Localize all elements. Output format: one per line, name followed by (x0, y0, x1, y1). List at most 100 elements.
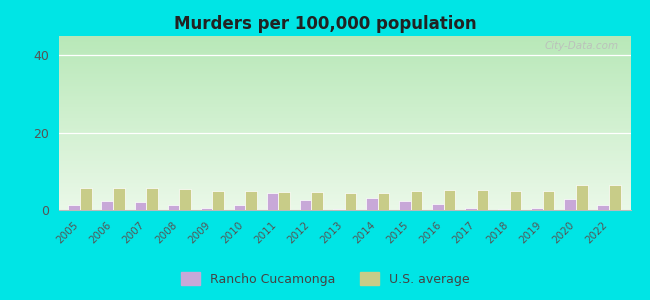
Bar (58, 180, 630, 181)
Bar (58, 95, 630, 96)
Bar (58, 104, 630, 105)
Legend: Rancho Cucamonga, U.S. average: Rancho Cucamonga, U.S. average (176, 267, 474, 291)
Bar (58, 54, 630, 55)
Bar (58, 87, 630, 88)
Bar (58, 138, 630, 139)
Bar (58, 116, 630, 117)
Bar (58, 91, 630, 92)
Bar (58, 153, 630, 154)
Bar (58, 88, 630, 89)
Bar (58, 110, 630, 111)
Bar (58, 194, 630, 195)
Bar (58, 164, 630, 165)
Bar (58, 182, 630, 183)
Bar (58, 90, 630, 91)
Bar (58, 209, 630, 210)
Bar (58, 181, 630, 182)
Bar (58, 202, 630, 203)
Bar (58, 208, 630, 209)
Bar (432, 204, 444, 210)
Bar (300, 200, 311, 210)
Bar (58, 102, 630, 103)
Bar (266, 193, 278, 210)
Bar (499, 209, 510, 210)
Bar (58, 60, 630, 61)
Bar (58, 52, 630, 53)
Bar (58, 97, 630, 98)
Bar (58, 108, 630, 109)
Bar (444, 190, 455, 210)
Bar (58, 92, 630, 93)
Bar (58, 190, 630, 191)
Bar (576, 185, 588, 210)
Bar (58, 46, 630, 47)
Bar (58, 40, 630, 41)
Bar (58, 206, 630, 207)
Bar (543, 191, 554, 210)
Bar (58, 84, 630, 85)
Bar (58, 127, 630, 128)
Bar (58, 62, 630, 63)
Bar (58, 39, 630, 40)
Bar (58, 161, 630, 162)
Bar (58, 151, 630, 152)
Bar (58, 100, 630, 101)
Bar (58, 168, 630, 169)
Bar (58, 74, 630, 75)
Bar (58, 75, 630, 76)
Bar (58, 140, 630, 141)
Bar (58, 56, 630, 57)
Bar (58, 134, 630, 135)
Bar (411, 191, 422, 210)
Bar (58, 59, 630, 60)
Bar (597, 206, 609, 210)
Bar (58, 126, 630, 127)
Bar (58, 64, 630, 65)
Bar (58, 123, 630, 124)
Bar (58, 135, 630, 136)
Bar (201, 208, 213, 210)
Bar (58, 160, 630, 161)
Bar (465, 208, 476, 210)
Bar (58, 195, 630, 196)
Bar (564, 199, 576, 210)
Bar (58, 48, 630, 49)
Bar (58, 133, 630, 134)
Bar (58, 57, 630, 58)
Bar (58, 55, 630, 56)
Bar (476, 190, 488, 210)
Bar (58, 186, 630, 187)
Bar (58, 205, 630, 206)
Bar (58, 177, 630, 178)
Text: City-Data.com: City-Data.com (545, 41, 619, 51)
Bar (58, 162, 630, 163)
Bar (58, 185, 630, 186)
Bar (58, 200, 630, 201)
Bar (58, 154, 630, 155)
Bar (58, 80, 630, 81)
Bar (58, 49, 630, 50)
Bar (399, 202, 411, 210)
Bar (58, 169, 630, 170)
Bar (58, 203, 630, 204)
Bar (58, 149, 630, 150)
Bar (58, 71, 630, 72)
Bar (58, 114, 630, 115)
Bar (510, 191, 521, 210)
Bar (58, 165, 630, 166)
Bar (58, 199, 630, 200)
Bar (58, 178, 630, 179)
Bar (58, 53, 630, 54)
Bar (58, 109, 630, 110)
Bar (58, 37, 630, 38)
Bar (58, 70, 630, 71)
Bar (58, 183, 630, 184)
Bar (58, 73, 630, 74)
Bar (58, 61, 630, 62)
Bar (311, 192, 323, 210)
Bar (58, 146, 630, 147)
Bar (58, 93, 630, 94)
Bar (135, 202, 146, 210)
Bar (58, 174, 630, 175)
Bar (58, 98, 630, 99)
